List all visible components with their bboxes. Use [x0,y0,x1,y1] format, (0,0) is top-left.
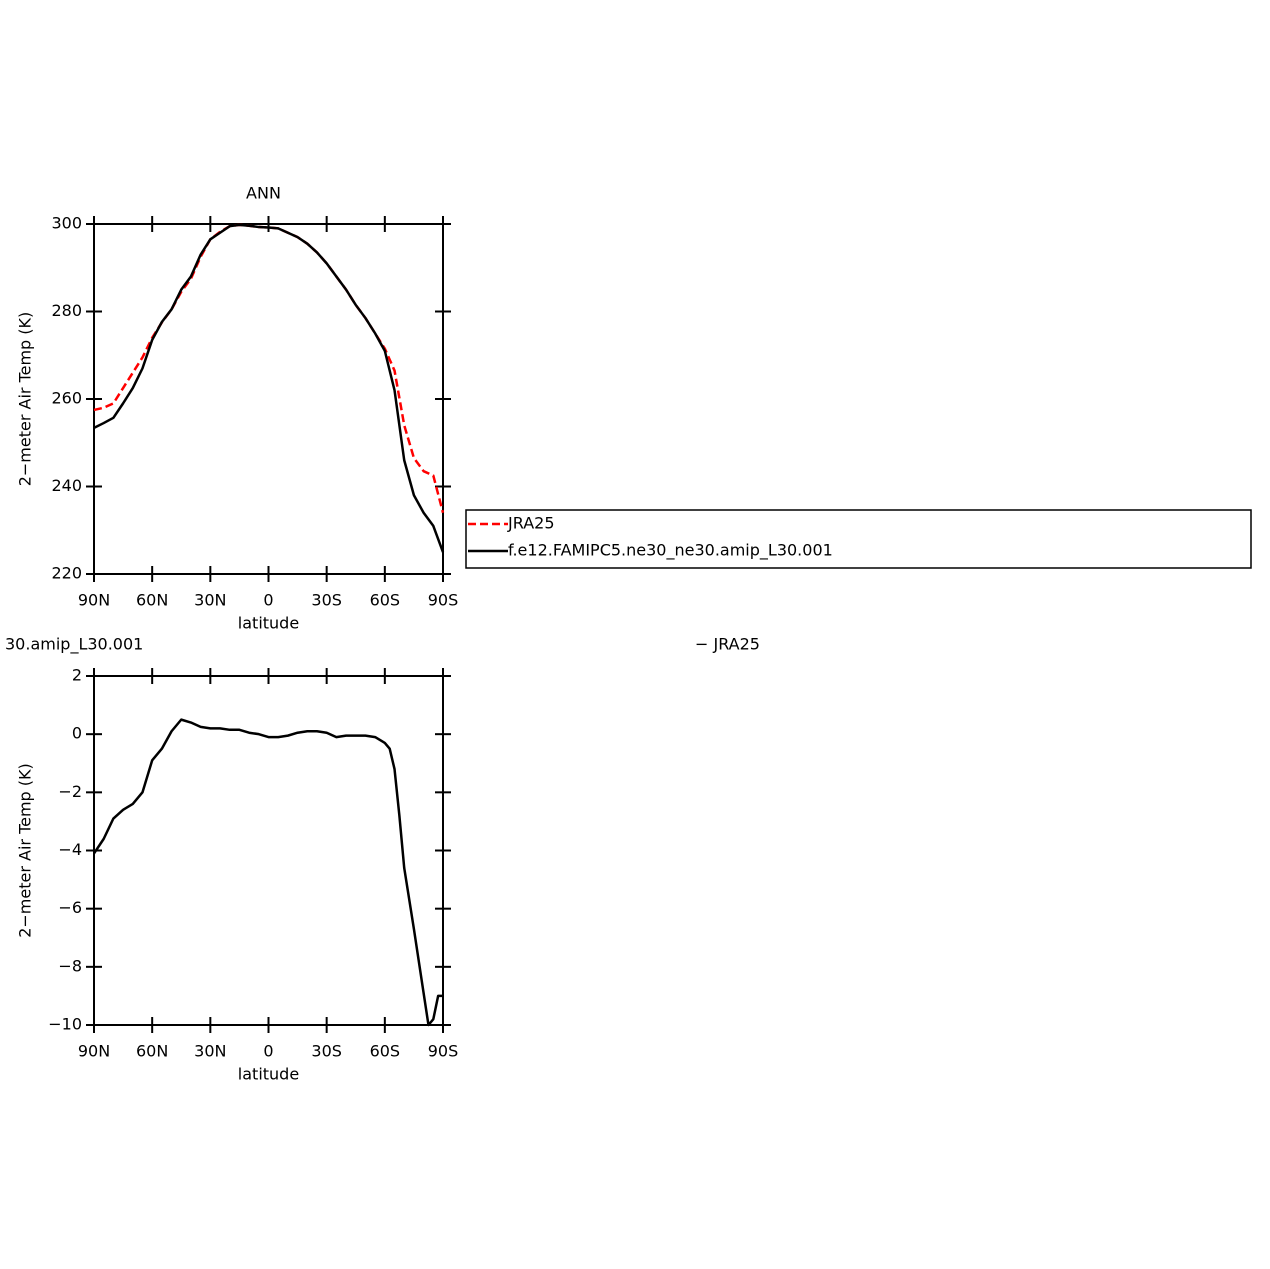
x-axis-label: latitude [238,614,299,633]
series-line [92,718,443,1027]
x-tick-label: 60N [136,1042,168,1061]
legend-label: JRA25 [507,514,555,533]
x-tick-label: 90N [78,1042,110,1061]
y-tick-label: −6 [58,898,82,917]
y-axis-label: 2−meter Air Temp (K) [16,763,35,938]
x-tick-label: 60N [136,591,168,610]
x-tick-label: 90S [428,591,459,610]
legend-label: f.e12.FAMIPC5.ne30_ne30.amip_L30.001 [508,541,833,561]
legend-box [465,509,1252,569]
x-tick-label: 30S [311,1042,342,1061]
x-tick-label: 60S [370,1042,401,1061]
y-tick-label: −2 [58,782,82,801]
y-tick-label: 0 [72,724,82,743]
y-tick-label: 240 [51,476,82,495]
chart-title-right: − JRA25 [695,635,760,654]
y-tick-label: −8 [58,956,82,975]
y-tick-label: 280 [51,301,82,320]
chart-title: ANN [246,184,281,203]
y-axis-label: 2−meter Air Temp (K) [16,312,35,487]
plot-frame [93,223,444,575]
x-tick-label: 30N [194,591,226,610]
series-line [93,223,445,553]
x-tick-label: 0 [263,591,273,610]
x-tick-label: 30S [311,591,342,610]
y-tick-label: −4 [58,840,82,859]
y-tick-label: 220 [51,564,82,583]
chart-title-left: 30.amip_L30.001 [5,635,143,655]
y-tick-label: 300 [51,214,82,233]
x-tick-label: 30N [194,1042,226,1061]
y-tick-label: 2 [72,666,82,685]
x-tick-label: 60S [370,591,401,610]
plot-frame [93,675,444,1026]
x-tick-label: 90N [78,591,110,610]
y-tick-label: 260 [51,389,82,408]
y-tick-label: −10 [48,1015,82,1034]
x-axis-label: latitude [238,1065,299,1084]
x-tick-label: 0 [263,1042,273,1061]
x-tick-label: 90S [428,1042,459,1061]
